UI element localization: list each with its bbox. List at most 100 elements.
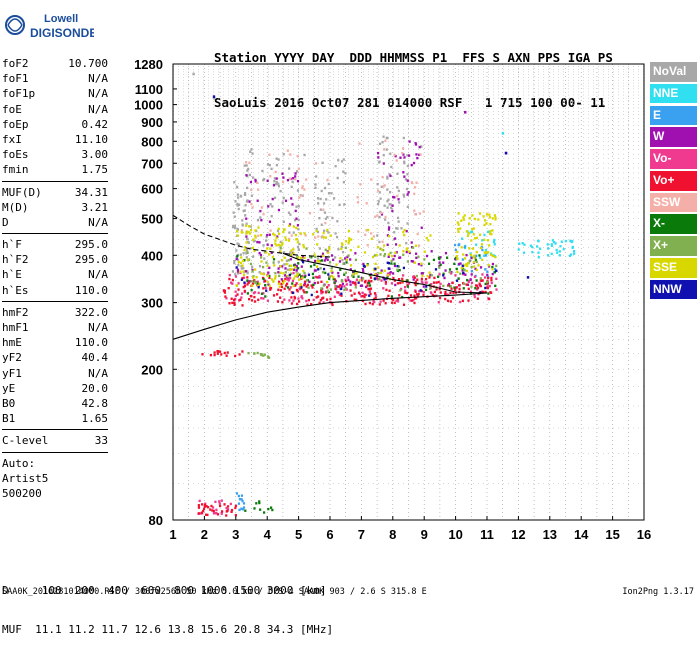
echo-point: [275, 157, 278, 160]
echo-point: [209, 353, 212, 357]
echo-point: [367, 287, 370, 291]
echo-point: [334, 232, 337, 235]
echo-point: [288, 167, 291, 170]
param-label: h`F: [2, 238, 22, 252]
plot-frame: [172, 63, 645, 521]
echo-point: [358, 292, 362, 296]
echo-point: [266, 179, 269, 182]
echo-point: [288, 299, 291, 302]
echo-point: [265, 251, 268, 254]
echo-point: [322, 231, 325, 235]
echo-point: [373, 273, 377, 276]
echo-point: [457, 262, 461, 266]
echo-point: [260, 260, 263, 263]
echo-point: [479, 256, 482, 260]
echo-point: [466, 234, 470, 238]
param-row: h`F 295.0: [2, 237, 108, 252]
echo-point: [333, 278, 337, 281]
echo-point: [426, 274, 429, 278]
echo-point: [494, 216, 497, 219]
echo-point: [301, 276, 304, 280]
echo-point: [368, 287, 371, 291]
echo-point: [398, 244, 401, 247]
echo-point: [457, 223, 460, 226]
echo-point: [489, 222, 492, 226]
echo-point: [568, 254, 572, 258]
echo-point: [304, 280, 307, 283]
echo-point: [490, 281, 493, 285]
echo-point: [393, 262, 396, 265]
echo-point: [313, 259, 317, 263]
echo-point: [354, 286, 357, 289]
echo-point: [244, 509, 247, 512]
echo-point: [335, 263, 338, 266]
echo-point: [240, 278, 243, 281]
echo-point: [305, 285, 308, 288]
echo-point: [236, 204, 239, 207]
param-separator: [2, 429, 108, 431]
echo-point: [470, 265, 473, 269]
echo-point: [274, 170, 277, 174]
echo-point: [406, 291, 409, 295]
echo-point: [387, 274, 390, 277]
echo-point: [459, 262, 462, 265]
echo-point: [353, 292, 356, 295]
echo-point: [258, 501, 261, 505]
echo-point: [390, 206, 393, 210]
y-tick-label: 800: [141, 134, 163, 149]
echo-point: [402, 266, 406, 270]
echo-point: [293, 268, 296, 272]
echo-point: [318, 216, 321, 220]
param-label: foE: [2, 102, 22, 116]
param-label: B0: [2, 396, 16, 410]
echo-point: [288, 273, 291, 277]
echo-point: [414, 283, 417, 287]
echo-point: [483, 251, 486, 255]
echo-point: [302, 245, 306, 249]
echo-point: [388, 289, 391, 292]
echo-point: [267, 271, 270, 274]
echo-point: [360, 295, 363, 298]
echo-point: [317, 268, 320, 271]
echo-point: [404, 291, 407, 294]
echo-point: [298, 196, 301, 199]
echo-point: [312, 298, 315, 302]
echo-point: [233, 261, 236, 265]
echo-point: [241, 219, 244, 222]
echo-point: [444, 269, 447, 272]
echo-point: [487, 251, 490, 254]
echo-point: [376, 189, 380, 192]
echo-point: [266, 280, 269, 284]
echo-point: [225, 514, 228, 517]
echo-point: [397, 300, 400, 303]
echo-point: [403, 161, 406, 165]
echo-point: [235, 492, 239, 495]
echo-point: [449, 285, 452, 288]
echo-point: [380, 213, 384, 216]
echo-point: [456, 257, 459, 261]
echo-point: [472, 255, 475, 259]
echo-point: [475, 260, 478, 264]
echo-point: [303, 271, 306, 275]
echo-point: [351, 270, 355, 274]
param-label: h`F2: [2, 253, 29, 267]
echo-point: [203, 505, 206, 508]
echo-point: [256, 240, 259, 244]
echo-point: [494, 255, 497, 259]
echo-point: [236, 228, 240, 231]
svg-text:DIGISONDE: DIGISONDE: [30, 26, 94, 40]
echo-point: [414, 142, 417, 145]
echo-point: [244, 193, 247, 197]
echo-point: [297, 228, 300, 231]
echo-point: [481, 279, 484, 282]
echo-point: [238, 299, 241, 302]
echo-point: [471, 214, 474, 217]
echo-point: [319, 298, 322, 302]
echo-point: [292, 225, 295, 228]
echo-point: [263, 177, 266, 181]
echo-point: [413, 192, 416, 196]
echo-point: [463, 268, 466, 271]
echo-point: [289, 264, 293, 268]
echo-point: [376, 214, 379, 217]
echo-point: [295, 226, 298, 230]
